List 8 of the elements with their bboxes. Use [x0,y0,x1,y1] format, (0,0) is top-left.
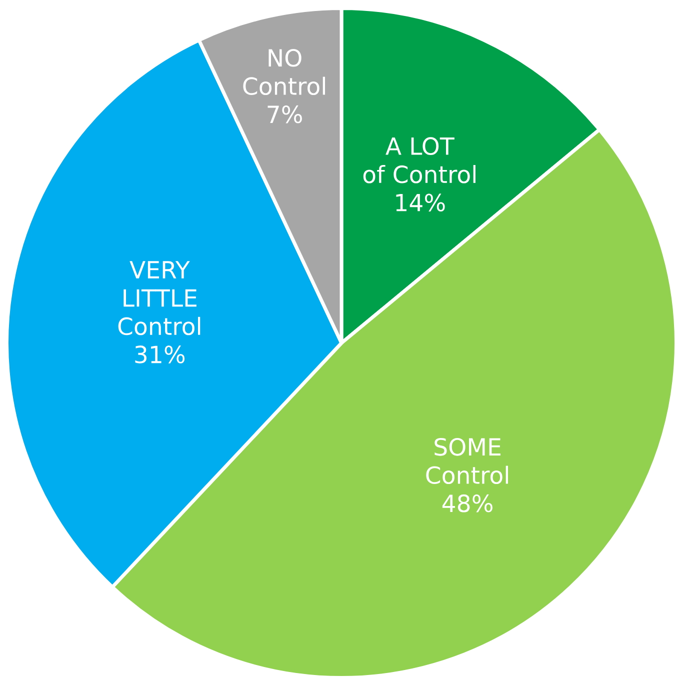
slice-label: NO Control [243,48,325,96]
data-label: 7% [268,105,302,124]
data-label: 31% [135,346,185,364]
slice-label: SOME Control [426,438,508,484]
data-label: 48% [442,494,492,512]
slice-label: A LOT of Control [363,137,476,184]
data-label: 14% [396,194,445,212]
slice-label: VERY LITTLE Control [118,261,200,336]
